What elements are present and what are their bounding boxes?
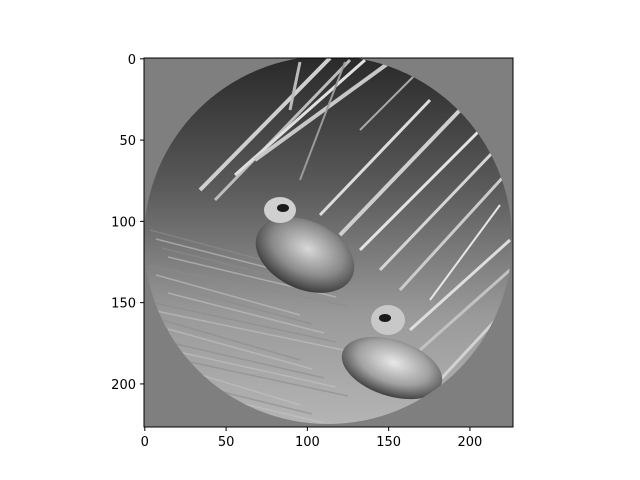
y-axis-ticks: 0 50 100 150 200 [111,53,144,393]
y-tick-label: 100 [111,215,136,230]
reed-stroke [419,268,511,352]
water-ripple [167,328,313,370]
water-ripple [161,283,313,325]
reed-stroke [299,61,346,181]
reed-stroke [408,238,512,332]
duck-lower [341,305,443,400]
y-tick-label: 200 [111,378,136,393]
reed-stroke [378,148,497,272]
water-ripple [155,346,337,388]
x-tick-label: 150 [376,435,401,450]
water-ripple [149,337,325,379]
reed-stroke [358,128,482,252]
y-tick-label: 0 [128,53,136,68]
x-tick-label: 50 [218,435,235,450]
water-ripple [161,355,349,397]
reed-stroke [318,98,432,217]
reed-stroke [213,58,352,202]
water-ripple [149,265,349,307]
x-tick-label: 200 [458,435,483,450]
y-tick-label: 50 [119,134,136,149]
x-axis-ticks: 0 50 100 150 200 [141,427,483,450]
duck-upper [255,197,355,293]
x-tick-label: 100 [295,435,320,450]
water-ripple [155,310,349,352]
reed-stroke [234,58,366,177]
reed-stroke [288,61,302,111]
reed-stroke [198,56,332,192]
reed-stroke [253,60,392,162]
y-tick-label: 150 [111,297,136,312]
reed-stroke [338,108,462,237]
water-ripple [167,292,325,334]
water-ripple [155,274,301,316]
reed-stroke [429,204,501,301]
water-ripple [149,301,337,343]
circular-photo [144,56,512,424]
reeds [198,56,512,382]
axes-frame [143,57,514,428]
x-tick-label: 0 [141,435,149,450]
reed-stroke [359,69,421,131]
reed-stroke [398,173,507,292]
water-ripple [161,319,301,361]
